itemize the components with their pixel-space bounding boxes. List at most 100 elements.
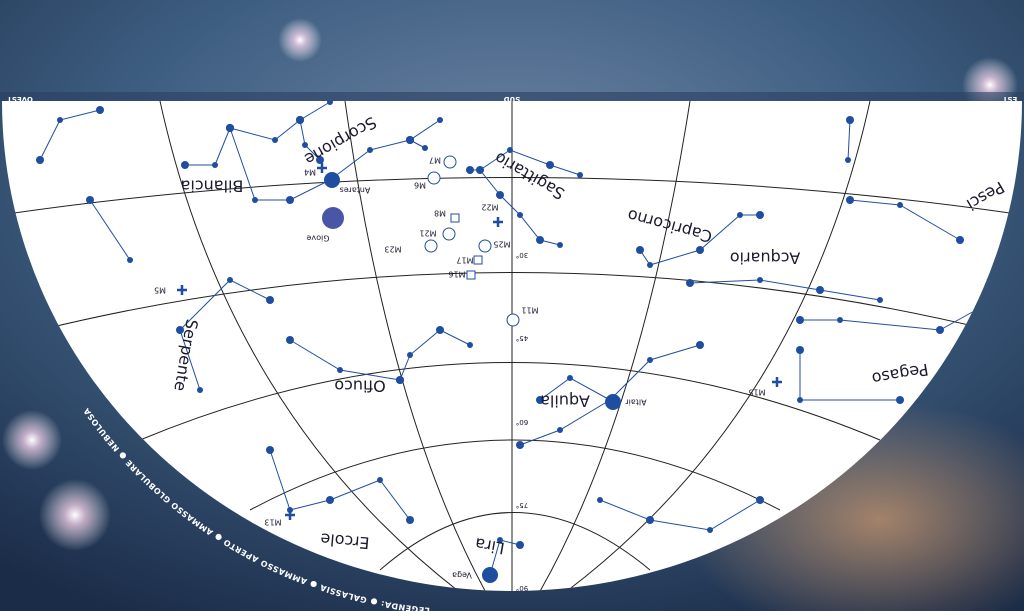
star bbox=[266, 446, 274, 454]
star-field bbox=[36, 101, 988, 579]
constellation-label: Aquila bbox=[540, 392, 590, 411]
altitude-label: 90° bbox=[516, 584, 528, 592]
star bbox=[636, 246, 644, 254]
star bbox=[406, 516, 414, 524]
object-label: M4 bbox=[304, 168, 316, 177]
constellation-line bbox=[329, 119, 441, 181]
star bbox=[227, 277, 233, 283]
constellation-line bbox=[847, 119, 851, 161]
constellation-line bbox=[89, 199, 131, 261]
star bbox=[756, 496, 764, 504]
star-label: Vega bbox=[452, 571, 472, 580]
star bbox=[796, 316, 804, 324]
open-cluster bbox=[442, 227, 456, 241]
star bbox=[517, 212, 523, 218]
star bbox=[696, 246, 704, 254]
open-cluster bbox=[443, 155, 457, 169]
globular-cluster bbox=[493, 217, 503, 227]
star bbox=[36, 156, 44, 164]
star bbox=[302, 142, 308, 148]
star bbox=[266, 296, 274, 304]
star bbox=[797, 397, 803, 403]
star bbox=[557, 242, 563, 248]
star bbox=[497, 537, 503, 543]
object-label: M11 bbox=[521, 306, 538, 315]
star bbox=[337, 367, 343, 373]
object-label: M8 bbox=[434, 209, 446, 218]
nebula bbox=[450, 213, 460, 223]
bright-star bbox=[39, 479, 111, 551]
star bbox=[176, 326, 184, 334]
star bbox=[377, 477, 383, 483]
constellation-line bbox=[599, 499, 761, 531]
bright-star bbox=[605, 394, 621, 410]
star bbox=[557, 427, 563, 433]
constellation-line bbox=[399, 329, 471, 381]
star-label: Antares bbox=[340, 186, 371, 195]
star bbox=[756, 211, 764, 219]
star bbox=[846, 116, 854, 124]
star bbox=[96, 106, 104, 114]
constellation-line bbox=[229, 127, 331, 201]
star bbox=[516, 441, 524, 449]
star bbox=[956, 236, 964, 244]
star bbox=[422, 145, 428, 151]
object-label: M7 bbox=[429, 156, 441, 165]
star bbox=[57, 117, 63, 123]
constellation-line bbox=[229, 101, 331, 141]
star bbox=[327, 101, 333, 105]
altitude-label: 60° bbox=[516, 418, 528, 426]
star bbox=[877, 297, 883, 303]
globular-cluster bbox=[317, 163, 327, 173]
star bbox=[127, 257, 133, 263]
bright-star bbox=[324, 172, 340, 188]
star-label: Giove bbox=[306, 234, 329, 243]
star bbox=[466, 166, 474, 174]
object-label: M22 bbox=[481, 203, 498, 212]
star bbox=[516, 541, 524, 549]
constellation-line bbox=[479, 149, 581, 176]
constellation-line bbox=[689, 279, 881, 301]
star bbox=[226, 124, 234, 132]
star bbox=[212, 162, 218, 168]
star bbox=[86, 196, 94, 204]
star bbox=[546, 161, 554, 169]
legend-symbol: ● bbox=[366, 596, 382, 608]
open-cluster bbox=[427, 171, 441, 185]
star bbox=[507, 147, 513, 153]
star bbox=[197, 387, 203, 393]
star bbox=[286, 336, 294, 344]
object-label: M6 bbox=[414, 181, 426, 190]
star bbox=[696, 341, 704, 349]
object-label: M13 bbox=[264, 518, 281, 527]
star bbox=[181, 161, 189, 169]
star bbox=[536, 236, 544, 244]
star bbox=[896, 396, 904, 404]
star bbox=[796, 346, 804, 354]
star bbox=[686, 279, 694, 287]
altitude-label: 75° bbox=[516, 501, 528, 509]
object-label: M5 bbox=[154, 286, 166, 295]
open-cluster bbox=[424, 239, 438, 253]
star bbox=[476, 166, 484, 174]
star bbox=[286, 196, 294, 204]
globular-cluster bbox=[285, 510, 295, 520]
constellation-label: Ercole bbox=[320, 529, 371, 552]
star bbox=[845, 157, 851, 163]
star bbox=[646, 516, 654, 524]
direction-band bbox=[0, 92, 1024, 101]
star bbox=[467, 342, 473, 348]
star bbox=[326, 496, 334, 504]
open-cluster bbox=[506, 313, 520, 327]
coordinate-grid bbox=[2, 101, 1022, 591]
star bbox=[757, 277, 763, 283]
star bbox=[407, 352, 413, 358]
star bbox=[496, 191, 504, 199]
star bbox=[367, 147, 373, 153]
star bbox=[272, 137, 278, 143]
star bbox=[816, 286, 824, 294]
object-label: M23 bbox=[384, 245, 401, 254]
direction-label: OVEST bbox=[7, 95, 33, 103]
star bbox=[647, 357, 653, 363]
